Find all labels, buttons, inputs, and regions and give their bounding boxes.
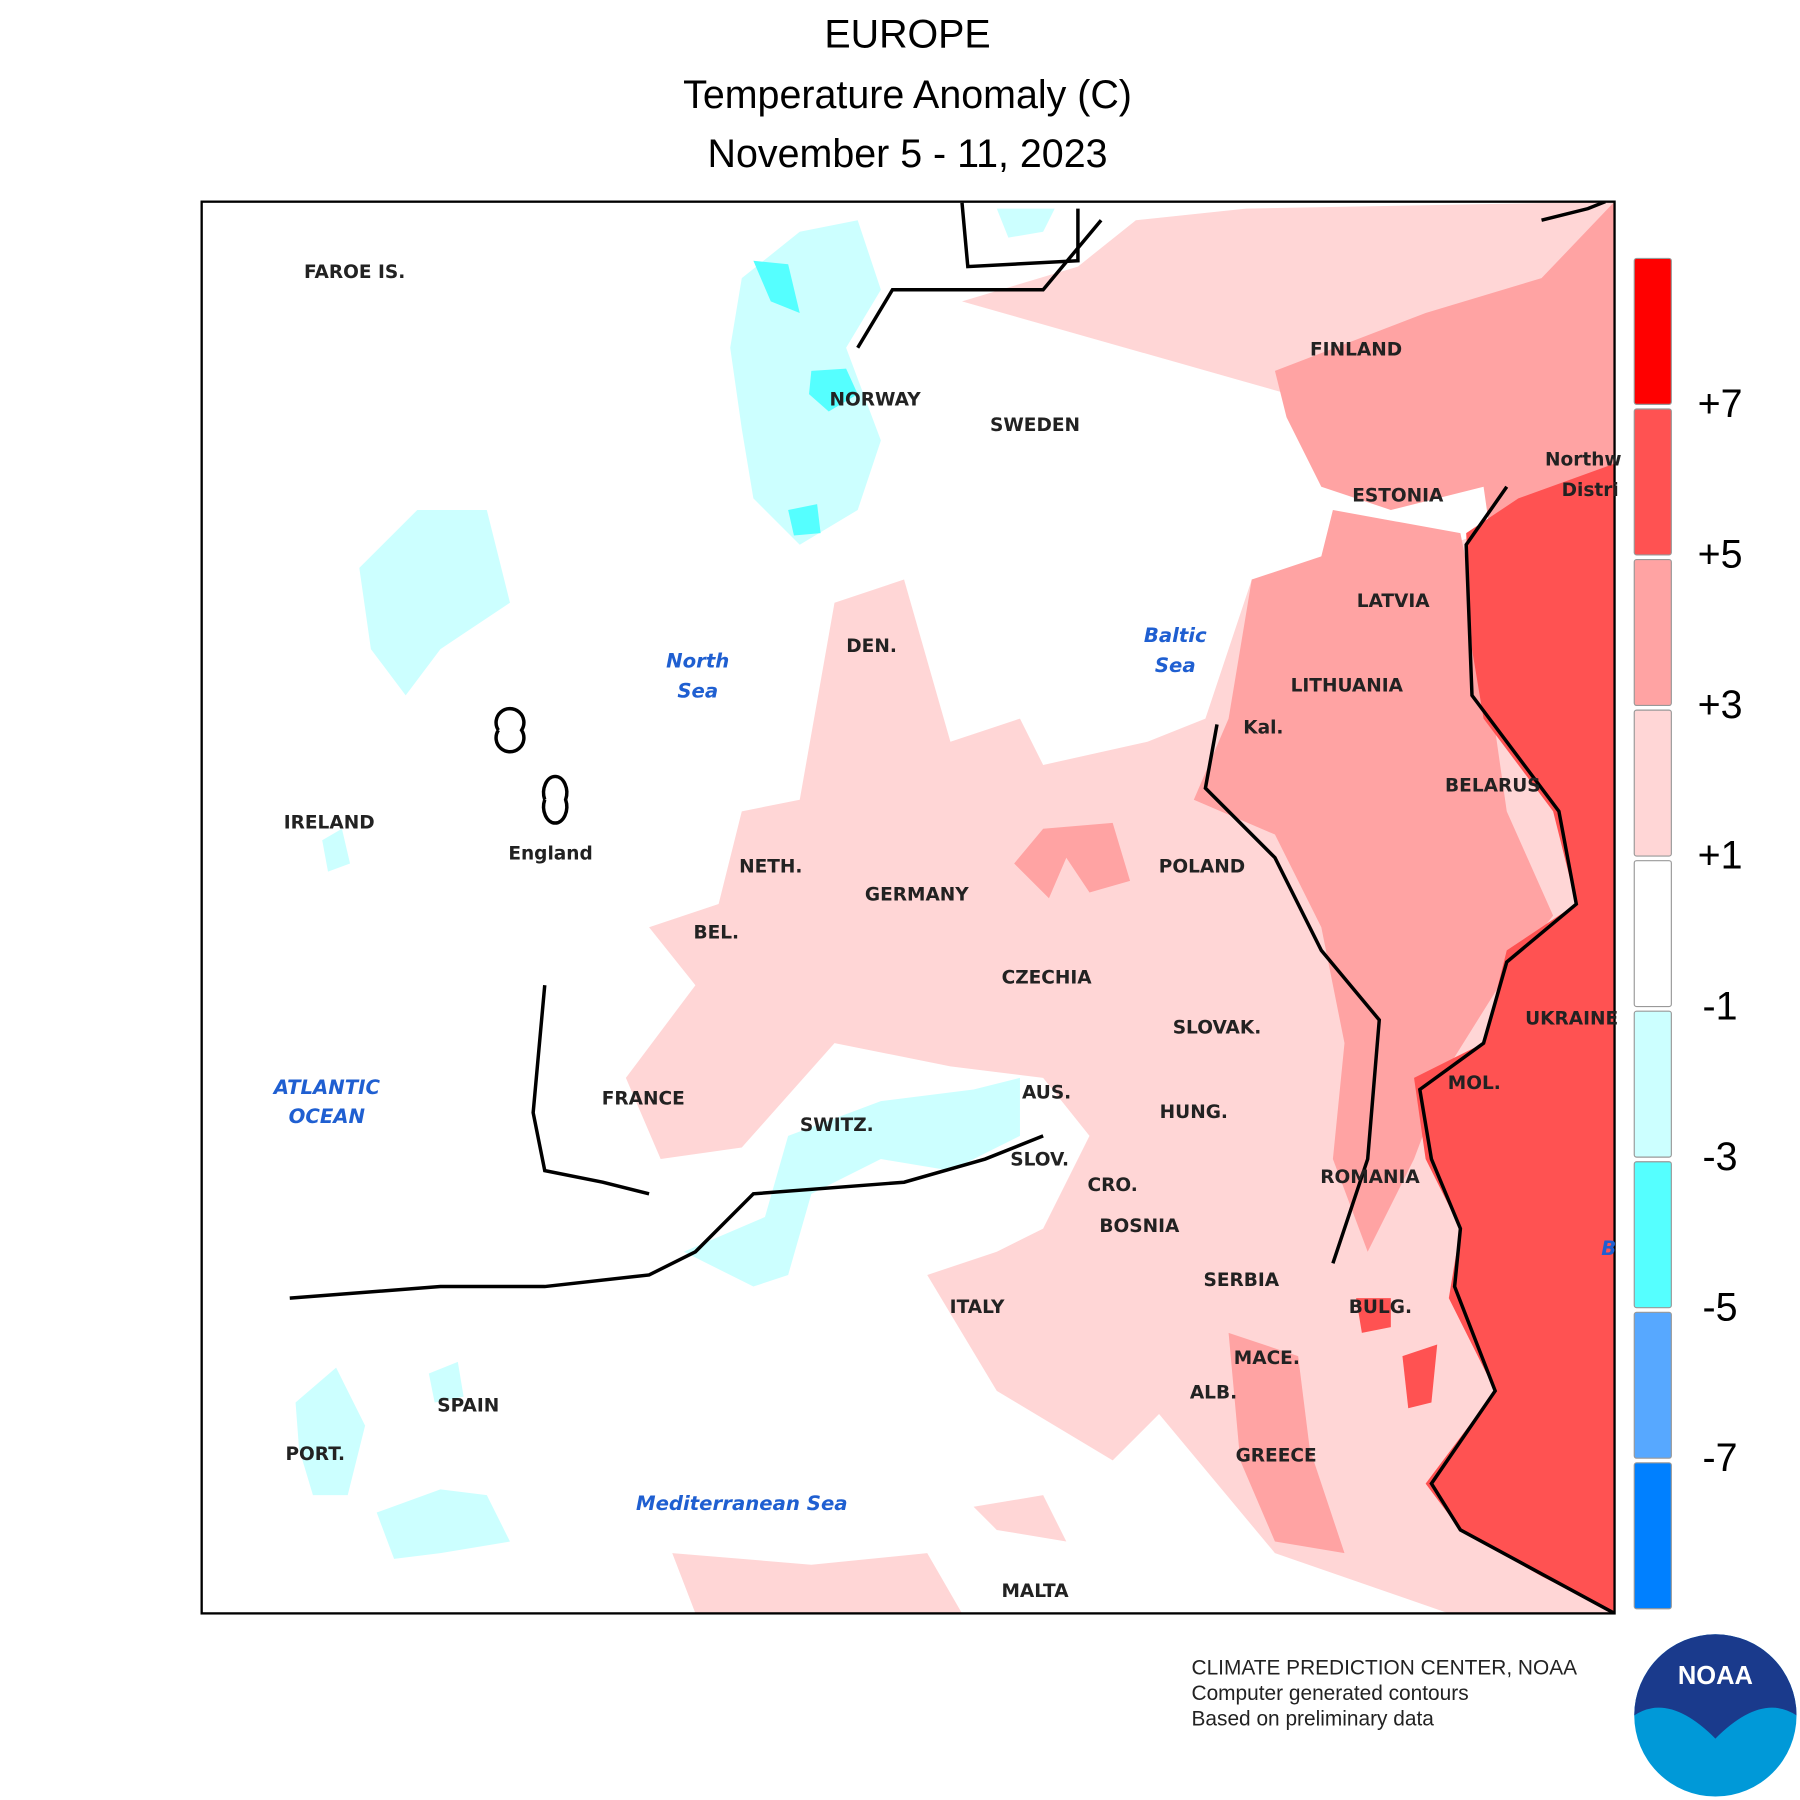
place-label: CRO. [1088, 1175, 1138, 1196]
colorbar-swatch [1633, 257, 1672, 405]
place-label: MALTA [1001, 1581, 1069, 1602]
colorbar-swatch [1633, 558, 1672, 707]
noaa-logo: NOAA [1634, 1634, 1797, 1797]
colorbar: +7 +5 +3 +1 -1 -3 -5 -7 [1633, 257, 1743, 1610]
anomaly-region [753, 260, 800, 313]
anomaly-region [295, 1367, 366, 1496]
anomaly-region [1356, 1298, 1391, 1333]
place-label: LATVIA [1357, 591, 1431, 612]
place-label: GERMANY [865, 884, 969, 905]
anomaly-region [996, 208, 1055, 238]
place-label: GREECE [1236, 1445, 1317, 1466]
anomaly-region [730, 220, 881, 545]
credit: Based on preliminary data [1192, 1708, 1435, 1731]
date-range: November 5 - 11, 2023 [708, 132, 1108, 176]
place-label: NORWAY [830, 389, 922, 410]
place-labels: FAROE IS. NORWAY SWEDEN FINLAND ESTONIA LATVI… [272, 262, 1622, 1602]
place-label: BELARUS [1445, 775, 1541, 796]
colorbar-label: -5 [1703, 1285, 1738, 1329]
place-label: ALB. [1190, 1383, 1237, 1404]
colorbar-swatch [1633, 408, 1672, 556]
anomaly-region [672, 1553, 963, 1614]
colorbar-label: +7 [1698, 382, 1743, 426]
anomaly-region [1414, 463, 1615, 1614]
credit: CLIMATE PREDICTION CENTER, NOAA [1192, 1657, 1578, 1680]
colorbar-swatch [1633, 1010, 1672, 1158]
colorbar-swatch [1633, 1462, 1672, 1610]
place-label: Mediterranean Sea [636, 1492, 848, 1515]
place-label: Kal. [1243, 717, 1283, 738]
place-label: SLOV. [1010, 1150, 1069, 1171]
place-label: Sea [677, 679, 718, 702]
place-label: MOL. [1448, 1073, 1501, 1094]
anomaly-region [809, 368, 858, 412]
place-label: BULG. [1349, 1297, 1412, 1318]
place-label: Distri [1562, 480, 1619, 501]
colorbar-label: +3 [1698, 683, 1743, 727]
place-label: UKRAINE [1525, 1008, 1618, 1029]
anomaly-region [625, 201, 1615, 1614]
anomaly-region [322, 828, 351, 872]
place-label: NETH. [739, 856, 802, 877]
place-label: ATLANTIC [272, 1076, 381, 1099]
colorbar-swatch [1633, 1161, 1672, 1309]
logo-text: NOAA [1678, 1662, 1753, 1690]
place-label: MACE. [1234, 1348, 1300, 1369]
anomaly-region [973, 1495, 1067, 1542]
place-label: England [508, 844, 592, 865]
place-label: ROMANIA [1320, 1167, 1420, 1188]
place-label: FRANCE [602, 1088, 685, 1109]
anomaly-region [788, 504, 821, 536]
subtitle: Temperature Anomaly (C) [683, 73, 1132, 117]
anomaly-region [1193, 509, 1554, 1252]
colorbar-swatch [1633, 1311, 1672, 1459]
place-label: PORT. [285, 1444, 345, 1465]
colorbar-swatch [1633, 860, 1672, 1008]
place-label: SERBIA [1204, 1270, 1280, 1291]
anomaly-region [1228, 1332, 1345, 1554]
place-label: BOSNIA [1099, 1216, 1180, 1237]
anomaly-region [359, 509, 510, 696]
place-label: LITHUANIA [1291, 676, 1404, 697]
colorbar-label: -1 [1703, 984, 1738, 1028]
place-label: OCEAN [289, 1105, 366, 1128]
place-label: AUS. [1022, 1082, 1071, 1103]
place-label: FINLAND [1310, 340, 1402, 361]
colorbar-label: -3 [1703, 1135, 1738, 1179]
anomaly-region [376, 1489, 510, 1559]
place-label: Sea [1155, 654, 1196, 677]
place-label: North [666, 649, 729, 672]
place-label: DEN. [846, 636, 897, 657]
colorbar-label: -7 [1703, 1436, 1738, 1480]
place-label: B [1601, 1237, 1616, 1260]
place-label: CZECHIA [1002, 968, 1093, 989]
place-label: SPAIN [437, 1395, 499, 1416]
colorbar-label: +1 [1698, 834, 1743, 878]
place-label: ITALY [950, 1297, 1005, 1318]
credit: Computer generated contours [1192, 1682, 1469, 1705]
map [201, 201, 1615, 1614]
place-label: FAROE IS. [304, 262, 405, 283]
title: EUROPE [824, 12, 990, 56]
place-label: BEL. [693, 923, 739, 944]
place-label: Northw [1545, 450, 1622, 471]
anomaly-region [428, 1361, 464, 1403]
place-label: ESTONIA [1352, 486, 1444, 507]
place-label: SWITZ. [800, 1115, 874, 1136]
map-border [200, 200, 1616, 1615]
anomaly-region [683, 1077, 1020, 1287]
anomaly-region [1014, 822, 1131, 899]
logo-top [1634, 1634, 1797, 1739]
contour-lines [289, 201, 1615, 1614]
place-label: IRELAND [284, 812, 375, 833]
place-label: Baltic [1144, 624, 1207, 647]
place-label: SLOVAK. [1173, 1018, 1262, 1039]
colorbar-label: +5 [1698, 533, 1743, 577]
colorbar-swatch [1633, 709, 1672, 857]
place-label: POLAND [1159, 856, 1245, 877]
anomaly-region [1402, 1344, 1438, 1409]
place-label: SWEDEN [990, 415, 1080, 436]
place-label: HUNG. [1160, 1102, 1228, 1123]
